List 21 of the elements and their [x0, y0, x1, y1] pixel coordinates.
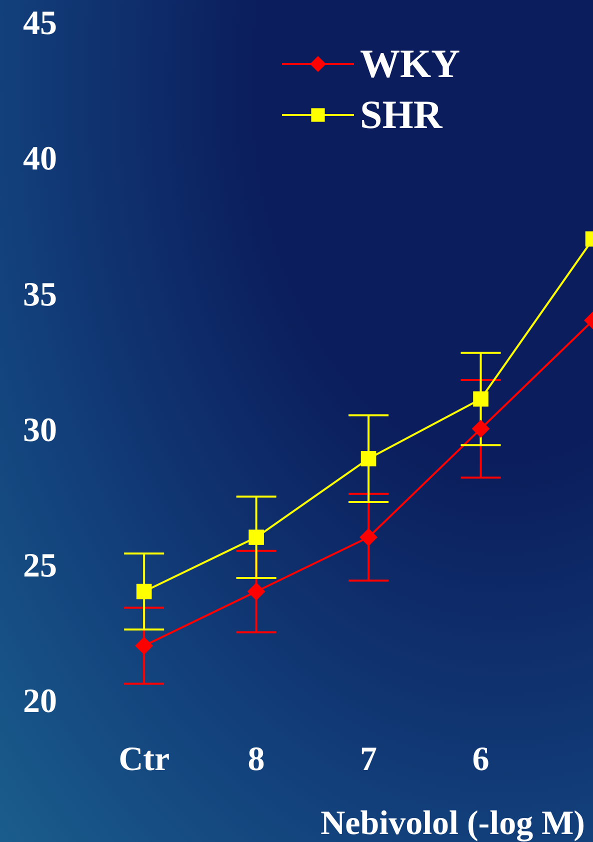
legend-label: WKY: [360, 40, 460, 87]
y-tick-label: 30: [23, 412, 57, 449]
y-tick-label: 35: [23, 276, 57, 314]
y-tick-label: 40: [23, 140, 57, 178]
x-tick-label: 8: [248, 741, 265, 778]
point: [248, 530, 264, 545]
point: [135, 636, 154, 655]
y-tick-label: 45: [23, 5, 57, 42]
x-tick-label: 6: [472, 741, 490, 778]
point: [360, 528, 378, 546]
y-tick-label: 25: [23, 547, 57, 584]
x-tick-label: Ctr: [118, 741, 170, 778]
x-tick-label: 7: [360, 741, 378, 778]
point: [360, 450, 376, 466]
x-axis-title: Nebivolol (-log M): [320, 805, 585, 842]
legend-label: SHR: [360, 91, 442, 138]
point: [473, 391, 488, 407]
y-tick-label: 20: [23, 683, 57, 720]
point: [247, 582, 266, 601]
point: [136, 584, 152, 600]
point: [472, 420, 490, 438]
